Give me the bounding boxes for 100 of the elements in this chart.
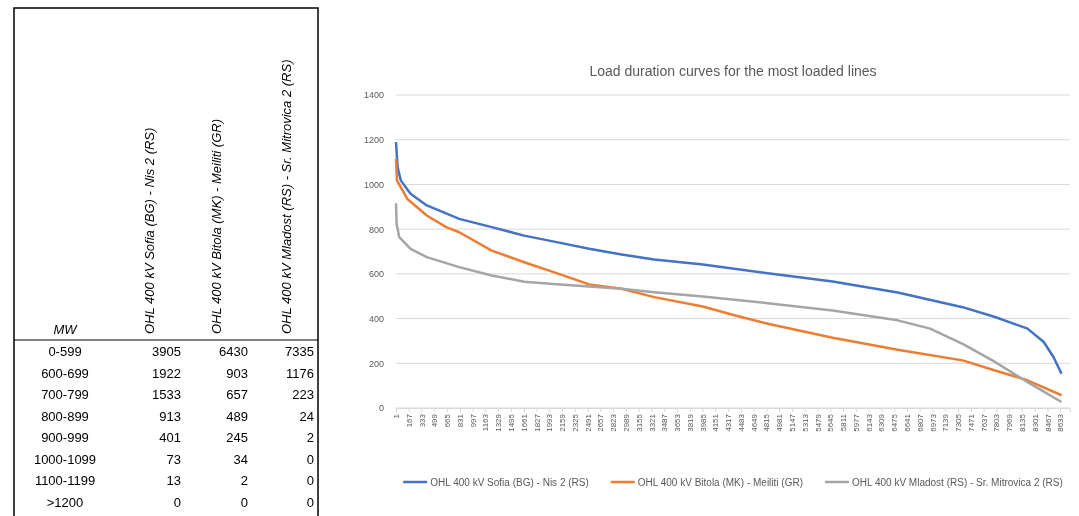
data-label: 0 bbox=[306, 451, 314, 467]
y-tick-label: 1400 bbox=[363, 90, 384, 101]
y-tick-label: 700-799 bbox=[41, 387, 89, 402]
x-tick-label: 5811 bbox=[839, 413, 849, 432]
x-tick-label: 6641 bbox=[903, 413, 912, 432]
x-tick-label: 665 bbox=[443, 413, 453, 428]
y-tick-label: 1000-1099 bbox=[33, 451, 97, 467]
x-tick-label: OHL 400 kV Bitola (MK) - Meiliti (GR) bbox=[209, 118, 224, 334]
x-tick-label: 2159 bbox=[558, 413, 568, 432]
data-label: 1176 bbox=[286, 365, 314, 381]
data-label: 2 bbox=[306, 430, 314, 445]
y-tick-label: 1000 bbox=[363, 179, 384, 190]
x-tick-label: 7969 bbox=[1005, 413, 1015, 432]
data-label: 903 bbox=[226, 365, 248, 381]
x-tick-label: 7803 bbox=[992, 413, 1002, 432]
data-label: 13 bbox=[166, 473, 181, 488]
x-tick-label: 6143 bbox=[864, 413, 874, 432]
x-tick-label: 3321 bbox=[647, 413, 657, 432]
x-tick-label: 6475 bbox=[890, 413, 900, 432]
x-tick-label: 5645 bbox=[826, 413, 836, 432]
data-label: 245 bbox=[226, 430, 248, 445]
x-tick-label: 7139 bbox=[941, 413, 951, 432]
data-label: 3905 bbox=[152, 344, 181, 359]
y-tick-label: 200 bbox=[368, 358, 384, 369]
x-tick-label: 5147 bbox=[788, 413, 798, 432]
x-tick-label: 6973 bbox=[928, 413, 938, 432]
x-tick-label: 2325 bbox=[570, 413, 580, 432]
y-tick-label: 600-699 bbox=[41, 365, 89, 381]
data-label: 0 bbox=[240, 494, 248, 510]
x-tick-label: 499 bbox=[430, 413, 440, 428]
x-tick-label: 1495 bbox=[507, 413, 517, 432]
x-tick-label: 1827 bbox=[532, 413, 542, 432]
data-label: 2 bbox=[240, 473, 248, 488]
x-tick-label: OHL 400 kV Mladost (RS) - Sr. Mitrovica 2 (RS) bbox=[279, 59, 294, 334]
data-label: 657 bbox=[226, 387, 248, 402]
y-tick-label: 600 bbox=[368, 269, 384, 280]
x-tick-label: 2989 bbox=[621, 413, 631, 432]
x-tick-label: 4151 bbox=[711, 413, 721, 432]
x-tick-label: OHL 400 kV Sofia (BG) - Nis 2 (RS) bbox=[142, 127, 157, 334]
chart-title: Load duration curves for the most loaded lines bbox=[589, 63, 877, 79]
data-label: 7335 bbox=[285, 344, 314, 359]
y-tick-label: 900-999 bbox=[41, 430, 89, 445]
x-tick-label: 1 bbox=[392, 413, 402, 419]
y-axis-title: MW bbox=[53, 322, 79, 337]
y-tick-label: >1200 bbox=[46, 494, 84, 510]
x-tick-label: 3653 bbox=[673, 413, 683, 432]
x-tick-label: 8633 bbox=[1056, 413, 1066, 432]
x-tick-label: 5313 bbox=[800, 413, 810, 432]
data-label: 0 bbox=[173, 494, 181, 510]
data-label: 913 bbox=[159, 408, 181, 424]
y-tick-label: 0-599 bbox=[48, 344, 82, 359]
x-tick-label: 8467 bbox=[1043, 413, 1053, 432]
x-tick-label: 333 bbox=[417, 413, 427, 428]
x-tick-label: 7637 bbox=[979, 413, 989, 432]
data-label: 489 bbox=[226, 408, 248, 424]
x-tick-label: 1661 bbox=[519, 413, 529, 432]
x-tick-label: 2823 bbox=[609, 413, 619, 432]
x-tick-label: 6807 bbox=[915, 413, 925, 432]
x-tick-label: 7471 bbox=[966, 413, 976, 432]
x-tick-label: 167 bbox=[404, 413, 414, 428]
x-tick-label: 831 bbox=[455, 413, 465, 428]
x-tick-label: 5977 bbox=[851, 413, 861, 432]
data-label: 0 bbox=[306, 473, 314, 488]
x-tick-label: 1993 bbox=[545, 413, 555, 432]
y-tick-label: 800 bbox=[368, 224, 384, 235]
data-label: 73 bbox=[166, 451, 181, 467]
x-tick-label: 3985 bbox=[698, 413, 708, 432]
data-label: 6430 bbox=[219, 344, 248, 359]
x-tick-label: 3155 bbox=[634, 413, 644, 432]
x-tick-label: 1163 bbox=[481, 413, 491, 432]
data-label: 24 bbox=[299, 408, 314, 424]
x-tick-label: 4815 bbox=[762, 413, 772, 432]
data-label: 1922 bbox=[152, 365, 181, 381]
data-label: 1533 bbox=[152, 387, 181, 402]
x-tick-label: 3819 bbox=[685, 413, 695, 432]
x-tick-label: 8301 bbox=[1030, 413, 1040, 432]
legend-label: OHL 400 kV Bitola (MK) - Meiliti (GR) bbox=[637, 476, 803, 488]
x-tick-label: 5479 bbox=[813, 413, 823, 432]
x-tick-label: 2657 bbox=[596, 413, 606, 432]
x-tick-label: 8135 bbox=[1017, 413, 1027, 432]
x-tick-label: 4981 bbox=[775, 413, 785, 432]
data-label: 223 bbox=[292, 387, 314, 402]
data-label: 0 bbox=[306, 494, 314, 510]
data-label: 401 bbox=[159, 430, 181, 445]
x-tick-label: 7305 bbox=[954, 413, 964, 432]
x-tick-label: 6309 bbox=[877, 413, 887, 432]
x-tick-label: 1329 bbox=[494, 413, 504, 432]
y-tick-label: 400 bbox=[368, 313, 384, 324]
x-tick-label: 4649 bbox=[749, 413, 759, 432]
x-tick-label: 4317 bbox=[724, 413, 734, 432]
x-tick-label: 4483 bbox=[736, 413, 746, 432]
x-tick-label: 3487 bbox=[660, 413, 670, 432]
data-label: 34 bbox=[233, 451, 248, 467]
x-tick-label: 2491 bbox=[583, 413, 593, 432]
y-tick-label: 800-899 bbox=[41, 408, 89, 424]
x-tick-label: 997 bbox=[468, 413, 478, 428]
legend-label: OHL 400 kV Mladost (RS) - Sr. Mitrovica 2 (RS) bbox=[851, 476, 1063, 488]
y-tick-label: 1100-1199 bbox=[34, 473, 96, 488]
y-tick-label: 0 bbox=[378, 403, 384, 414]
y-tick-label: 1200 bbox=[363, 135, 384, 146]
